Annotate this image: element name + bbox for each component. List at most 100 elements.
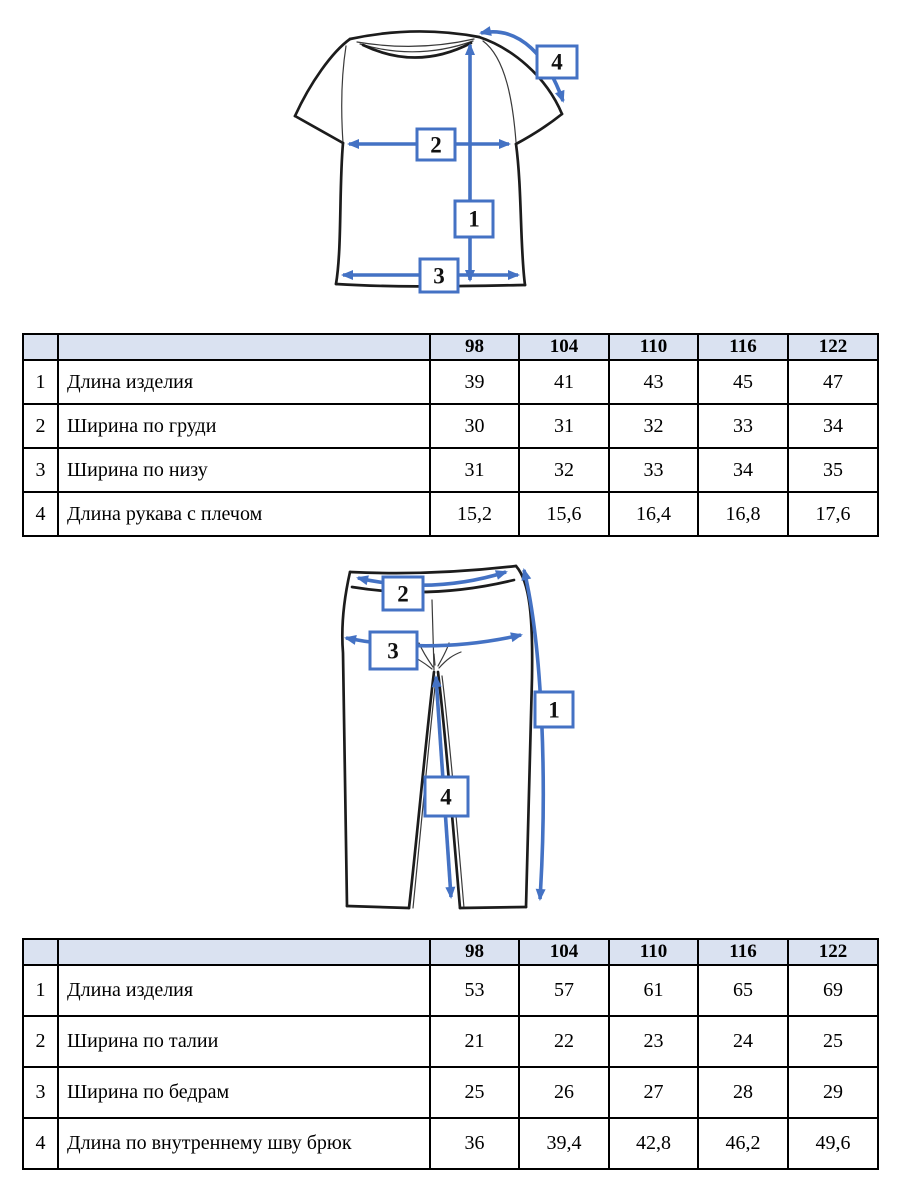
- value-cell: 47: [787, 359, 879, 405]
- row-number-cell: 4: [22, 491, 59, 537]
- value-cell: 24: [697, 1015, 789, 1068]
- value-cell: 65: [697, 964, 789, 1017]
- table-row: 1 Длина изделия 53 57 61 65 69: [22, 964, 879, 1017]
- row-label-cell: Ширина по низу: [57, 447, 431, 493]
- value-cell: 61: [608, 964, 699, 1017]
- row-label-cell: Ширина по груди: [57, 403, 431, 449]
- pants-arrow-2-waist: [356, 570, 508, 587]
- value-cell: 39: [429, 359, 520, 405]
- table-row: 4 Длина по внутреннему шву брюк 36 39,4 …: [22, 1117, 879, 1170]
- tshirt-diagram: 2 1 3 4: [293, 26, 579, 294]
- row-label-cell: Ширина по бедрам: [57, 1066, 431, 1119]
- header-blank-cell: [57, 333, 431, 361]
- value-cell: 49,6: [787, 1117, 879, 1170]
- value-cell: 34: [787, 403, 879, 449]
- tshirt-label-1: 1: [468, 207, 480, 232]
- tshirt-label-3: 3: [433, 264, 445, 289]
- pants-diagram: 2 3 1 4: [340, 564, 575, 910]
- pants-size-table: 98 104 110 116 122 1 Длина изделия 53 57…: [22, 938, 879, 1170]
- row-number-cell: 1: [22, 359, 59, 405]
- tshirt-label-box-4: 4: [535, 44, 579, 80]
- value-cell: 15,2: [429, 491, 520, 537]
- value-cell: 22: [518, 1015, 610, 1068]
- header-size-cell: 110: [608, 938, 699, 966]
- value-cell: 31: [429, 447, 520, 493]
- value-cell: 27: [608, 1066, 699, 1119]
- header-size-cell: 98: [429, 333, 520, 361]
- header-blank-cell: [57, 938, 431, 966]
- value-cell: 16,4: [608, 491, 699, 537]
- value-cell: 32: [608, 403, 699, 449]
- tshirt-table-header-row: 98 104 110 116 122: [22, 333, 879, 361]
- pants-label-2: 2: [397, 582, 409, 607]
- value-cell: 31: [518, 403, 610, 449]
- row-label-cell: Ширина по талии: [57, 1015, 431, 1068]
- value-cell: 46,2: [697, 1117, 789, 1170]
- table-row: 4 Длина рукава с плечом 15,2 15,6 16,4 1…: [22, 491, 879, 537]
- row-number-cell: 1: [22, 964, 59, 1017]
- pants-label-box-2: 2: [381, 575, 425, 612]
- header-blank-cell: [22, 938, 59, 966]
- tshirt-label-box-1: 1: [453, 199, 495, 239]
- row-label-cell: Длина по внутреннему шву брюк: [57, 1117, 431, 1170]
- value-cell: 33: [608, 447, 699, 493]
- header-size-cell: 122: [787, 333, 879, 361]
- value-cell: 36: [429, 1117, 520, 1170]
- pants-label-4: 4: [440, 785, 452, 810]
- header-size-cell: 104: [518, 333, 610, 361]
- pants-arrow-3-hips: [344, 632, 523, 648]
- value-cell: 17,6: [787, 491, 879, 537]
- pants-outline: [340, 564, 534, 910]
- table-row: 1 Длина изделия 39 41 43 45 47: [22, 359, 879, 405]
- pants-label-box-4: 4: [423, 775, 470, 818]
- row-number-cell: 3: [22, 447, 59, 493]
- value-cell: 57: [518, 964, 610, 1017]
- tshirt-label-box-2: 2: [415, 127, 457, 162]
- tshirt-arrow-4-sleeve: [479, 26, 565, 103]
- row-number-cell: 2: [22, 1015, 59, 1068]
- value-cell: 39,4: [518, 1117, 610, 1170]
- table-row: 3 Ширина по низу 31 32 33 34 35: [22, 447, 879, 493]
- value-cell: 29: [787, 1066, 879, 1119]
- row-number-cell: 4: [22, 1117, 59, 1170]
- value-cell: 33: [697, 403, 789, 449]
- value-cell: 23: [608, 1015, 699, 1068]
- header-size-cell: 98: [429, 938, 520, 966]
- header-size-cell: 104: [518, 938, 610, 966]
- value-cell: 53: [429, 964, 520, 1017]
- table-row: 3 Ширина по бедрам 25 26 27 28 29: [22, 1066, 879, 1119]
- row-label-cell: Длина изделия: [57, 359, 431, 405]
- value-cell: 21: [429, 1015, 520, 1068]
- pants-label-box-1: 1: [533, 690, 575, 729]
- value-cell: 41: [518, 359, 610, 405]
- pants-measure-labels: 2 3 1 4: [368, 575, 575, 818]
- tshirt-label-4: 4: [551, 50, 563, 75]
- value-cell: 35: [787, 447, 879, 493]
- tshirt-size-table: 98 104 110 116 122 1 Длина изделия 39 41…: [22, 333, 879, 537]
- header-size-cell: 122: [787, 938, 879, 966]
- row-label-cell: Длина изделия: [57, 964, 431, 1017]
- value-cell: 43: [608, 359, 699, 405]
- pants-table-header-row: 98 104 110 116 122: [22, 938, 879, 966]
- tshirt-measure-labels: 2 1 3 4: [415, 44, 579, 294]
- value-cell: 26: [518, 1066, 610, 1119]
- tshirt-label-2: 2: [430, 133, 442, 158]
- value-cell: 15,6: [518, 491, 610, 537]
- value-cell: 25: [429, 1066, 520, 1119]
- value-cell: 30: [429, 403, 520, 449]
- value-cell: 16,8: [697, 491, 789, 537]
- value-cell: 42,8: [608, 1117, 699, 1170]
- row-label-cell: Длина рукава с плечом: [57, 491, 431, 537]
- header-size-cell: 110: [608, 333, 699, 361]
- value-cell: 45: [697, 359, 789, 405]
- pants-label-3: 3: [387, 639, 399, 664]
- pants-label-1: 1: [548, 698, 560, 723]
- header-blank-cell: [22, 333, 59, 361]
- row-number-cell: 3: [22, 1066, 59, 1119]
- row-number-cell: 2: [22, 403, 59, 449]
- tshirt-label-box-3: 3: [418, 257, 460, 294]
- value-cell: 28: [697, 1066, 789, 1119]
- value-cell: 32: [518, 447, 610, 493]
- table-row: 2 Ширина по груди 30 31 32 33 34: [22, 403, 879, 449]
